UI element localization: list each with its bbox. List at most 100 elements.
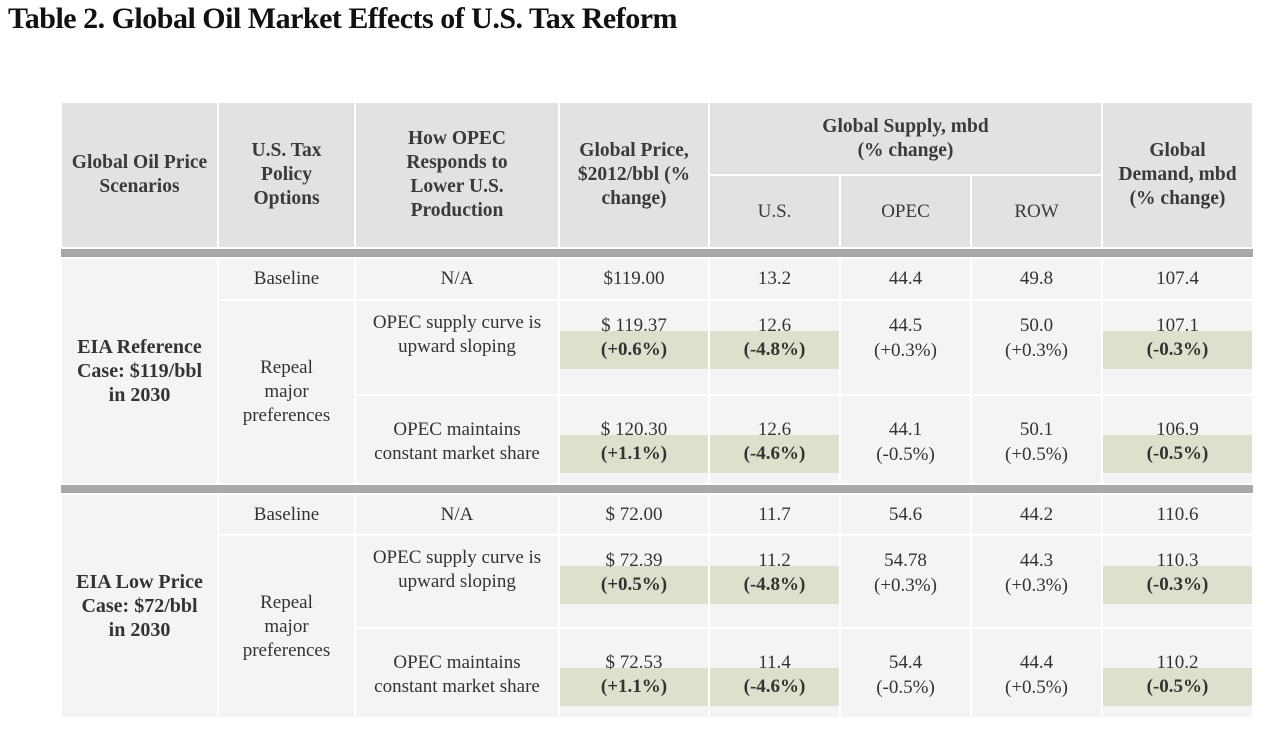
opec-response: OPEC maintains constant market share	[354, 394, 560, 485]
opec-response: OPEC supply curve is upward sloping	[354, 534, 560, 629]
row-cell: 44.3 (+0.3%)	[970, 534, 1103, 629]
opec-cell: 54.78 (+0.3%)	[839, 534, 972, 629]
demand-pct-change: (-0.3%)	[1101, 566, 1254, 604]
scenario-label: EIA Low Price Case: $72/bbl in 2030	[60, 493, 219, 719]
row-value: 50.1	[1019, 419, 1054, 440]
demand-value: 110.6	[1101, 493, 1254, 536]
demand-cell: 110.2 (-0.5%)	[1101, 627, 1254, 719]
table-row: OPEC maintains constant market share $ 12…	[61, 394, 1254, 485]
opec-pct-change: (+0.3%)	[874, 575, 937, 596]
row-value: 44.3	[1019, 550, 1054, 571]
header-opec-response: How OPEC Responds to Lower U.S. Producti…	[354, 101, 560, 249]
price-cell: $ 72.39 (+0.5%)	[558, 534, 710, 629]
row-value: 49.8	[970, 257, 1103, 301]
section-divider	[61, 484, 1253, 494]
section-divider	[61, 248, 1253, 258]
us-value: 11.4	[758, 652, 791, 673]
policy-label: Baseline	[217, 257, 356, 301]
row-value: 44.2	[970, 493, 1103, 536]
demand-cell: 110.3 (-0.3%)	[1101, 534, 1254, 629]
price-value: $ 72.53	[605, 652, 663, 673]
us-value: 11.7	[708, 493, 841, 536]
opec-value: 54.6	[839, 493, 972, 536]
header-policy: U.S. Tax Policy Options	[217, 101, 356, 249]
us-value: 13.2	[708, 257, 841, 301]
us-cell: 12.6 (-4.6%)	[708, 394, 841, 485]
demand-value: 110.3	[1156, 550, 1199, 571]
price-pct-change: (+0.5%)	[558, 566, 710, 604]
price-cell: $ 119.37 (+0.6%)	[558, 299, 710, 396]
policy-label: Repeal major preferences	[217, 299, 356, 485]
demand-cell: 106.9 (-0.5%)	[1101, 394, 1254, 485]
price-cell: $ 72.53 (+1.1%)	[558, 627, 710, 719]
price-value: $ 120.30	[600, 419, 668, 440]
opec-value: 44.5	[888, 315, 923, 336]
demand-pct-change: (-0.5%)	[1101, 435, 1254, 473]
opec-value: 44.4	[839, 257, 972, 301]
demand-value: 107.1	[1156, 315, 1199, 336]
row-value: 44.4	[1019, 652, 1054, 673]
price-value: $ 72.00	[558, 493, 710, 536]
demand-cell: 107.1 (-0.3%)	[1101, 299, 1254, 396]
opec-response: OPEC maintains constant market share	[354, 627, 560, 719]
opec-pct-change: (+0.3%)	[874, 340, 937, 361]
us-pct-change: (-4.6%)	[708, 435, 841, 473]
opec-value: 54.4	[888, 652, 923, 673]
table-row: Repeal major preferences OPEC supply curv…	[61, 299, 1254, 485]
demand-value: 107.4	[1101, 257, 1254, 301]
demand-value: 110.2	[1156, 652, 1199, 673]
row-cell: 44.4 (+0.5%)	[970, 627, 1103, 719]
scenario-label: EIA Reference Case: $119/bbl in 2030	[60, 257, 219, 485]
header-us: U.S.	[708, 174, 841, 249]
price-pct-change: (+1.1%)	[558, 435, 710, 473]
us-cell: 11.4 (-4.6%)	[708, 627, 841, 719]
opec-cell: 44.1 (-0.5%)	[839, 394, 972, 485]
price-pct-change: (+1.1%)	[558, 668, 710, 706]
us-value: 12.6	[757, 315, 792, 336]
opec-response: N/A	[354, 257, 560, 301]
us-value: 11.2	[758, 550, 791, 571]
demand-pct-change: (-0.5%)	[1101, 668, 1254, 706]
policy-label: Baseline	[217, 493, 356, 536]
price-value: $119.00	[558, 257, 710, 301]
us-cell: 12.6 (-4.8%)	[708, 299, 841, 396]
opec-value: 54.78	[884, 550, 927, 571]
table-row: OPEC maintains constant market share $ 72…	[61, 627, 1254, 719]
table-row: EIA Low Price Case: $72/bbl in 2030 Basel…	[60, 493, 1254, 719]
row-value: 50.0	[1019, 315, 1054, 336]
us-pct-change: (-4.8%)	[708, 331, 841, 369]
price-value: $ 119.37	[601, 315, 667, 336]
row-pct-change: (+0.5%)	[1005, 677, 1068, 698]
row-cell: 50.1 (+0.5%)	[970, 394, 1103, 485]
opec-pct-change: (-0.5%)	[876, 444, 935, 465]
header-scenarios: Global Oil Price Scenarios	[60, 101, 219, 249]
us-cell: 11.2 (-4.8%)	[708, 534, 841, 629]
header-supply: Global Supply, mbd (% change)	[708, 101, 1103, 176]
opec-value: 44.1	[888, 419, 923, 440]
opec-cell: 44.5 (+0.3%)	[839, 299, 972, 396]
demand-pct-change: (-0.3%)	[1101, 331, 1254, 369]
price-pct-change: (+0.6%)	[558, 331, 710, 369]
header-opec: OPEC	[839, 174, 972, 249]
row-pct-change: (+0.3%)	[1005, 575, 1068, 596]
header-price: Global Price, $2012/bbl (% change)	[558, 101, 710, 249]
price-value: $ 72.39	[605, 550, 663, 571]
oil-market-table: Global Oil Price Scenarios U.S. Tax Poli…	[60, 101, 1254, 719]
table-row: EIA Reference Case: $119/bbl in 2030 Base…	[60, 257, 1254, 485]
opec-pct-change: (-0.5%)	[876, 677, 935, 698]
policy-label: Repeal major preferences	[217, 534, 356, 719]
table-row: Repeal major preferences OPEC supply curv…	[61, 534, 1254, 719]
row-cell: 50.0 (+0.3%)	[970, 299, 1103, 396]
opec-response: OPEC supply curve is upward sloping	[354, 299, 560, 396]
us-value: 12.6	[757, 419, 792, 440]
price-cell: $ 120.30 (+1.1%)	[558, 394, 710, 485]
opec-cell: 54.4 (-0.5%)	[839, 627, 972, 719]
us-pct-change: (-4.6%)	[708, 668, 841, 706]
us-pct-change: (-4.8%)	[708, 566, 841, 604]
table-title: Table 2. Global Oil Market Effects of U.…	[8, 2, 678, 35]
opec-response: N/A	[354, 493, 560, 536]
row-pct-change: (+0.5%)	[1005, 444, 1068, 465]
header-demand: Global Demand, mbd (% change)	[1101, 101, 1254, 249]
row-pct-change: (+0.3%)	[1005, 340, 1068, 361]
demand-value: 106.9	[1156, 419, 1199, 440]
